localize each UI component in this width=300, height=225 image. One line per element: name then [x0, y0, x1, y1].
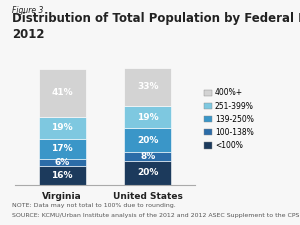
Text: Distribution of Total Population by Federal Poverty Level,
2012: Distribution of Total Population by Fede… [12, 12, 300, 41]
Bar [39, 159, 86, 166]
Bar [124, 152, 171, 161]
Bar [124, 68, 171, 106]
Text: 19%: 19% [137, 113, 159, 122]
Bar [124, 106, 171, 128]
Text: 41%: 41% [51, 88, 73, 97]
Text: Figure 3: Figure 3 [12, 6, 43, 15]
Text: 8%: 8% [140, 152, 155, 161]
Text: 20%: 20% [137, 168, 158, 177]
Text: 33%: 33% [137, 82, 159, 91]
Text: NOTE: Data may not total to 100% due to rounding.: NOTE: Data may not total to 100% due to … [12, 202, 176, 207]
Text: 16%: 16% [51, 171, 73, 180]
Legend: 400%+, 251-399%, 139-250%, 100-138%, <100%: 400%+, 251-399%, 139-250%, 100-138%, <10… [203, 88, 254, 151]
Text: 20%: 20% [137, 135, 158, 144]
Bar [124, 128, 171, 152]
Bar [39, 139, 86, 159]
Bar [39, 166, 86, 184]
Text: SOURCE: KCMU/Urban Institute analysis of the 2012 and 2012 ASEC Supplement to th: SOURCE: KCMU/Urban Institute analysis of… [12, 213, 300, 218]
Bar [39, 117, 86, 139]
Bar [39, 69, 86, 117]
Text: 19%: 19% [51, 123, 73, 132]
Text: 6%: 6% [55, 158, 70, 167]
Text: 17%: 17% [51, 144, 73, 153]
Bar [124, 161, 171, 184]
